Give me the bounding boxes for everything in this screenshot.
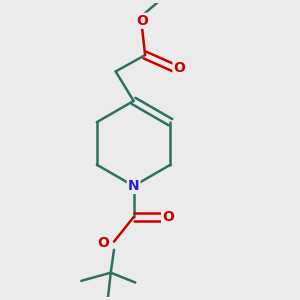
Text: O: O (136, 14, 148, 28)
Text: O: O (173, 61, 185, 75)
Text: O: O (97, 236, 109, 250)
Text: O: O (162, 210, 174, 224)
Text: N: N (128, 179, 140, 193)
